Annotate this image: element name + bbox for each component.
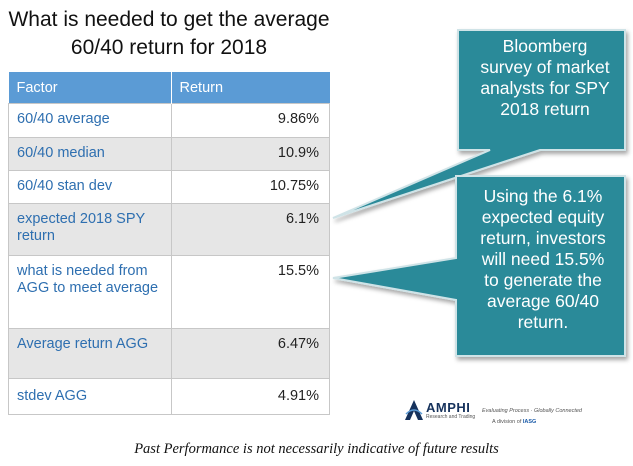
- table-row: expected 2018 SPY return 6.1%: [8, 203, 330, 256]
- callout-line: average 60/40: [487, 291, 599, 311]
- callout-line: survey of market: [480, 57, 610, 77]
- needed-callout-text: Using the 6.1% expected equity return, i…: [466, 186, 620, 333]
- callout-line: will need 15.5%: [481, 249, 605, 269]
- callout-line: analysts for SPY: [480, 78, 610, 98]
- division-prefix: A division of: [492, 419, 522, 425]
- return-cell: 6.47%: [170, 328, 330, 379]
- logo-tagline: Evaluating Process · Globally Connected: [482, 408, 582, 414]
- return-cell: 10.75%: [170, 170, 330, 204]
- factor-column-header: Factor: [8, 72, 172, 104]
- bloomberg-callout-text: Bloomberg survey of market analysts for …: [470, 36, 620, 120]
- table-header-row: Factor Return: [8, 72, 330, 104]
- amphi-logo-mark: [405, 400, 423, 420]
- return-cell: 4.91%: [170, 378, 330, 415]
- factor-cell: expected 2018 SPY return: [8, 203, 172, 256]
- factors-table: Factor Return 60/40 average 9.86% 60/40 …: [8, 72, 330, 415]
- table-row: what is needed from AGG to meet average …: [8, 255, 330, 329]
- needed-callout-bubble: [332, 175, 626, 357]
- division-brand: IASG: [522, 419, 537, 425]
- factor-cell: 60/40 median: [8, 137, 172, 171]
- return-cell: 15.5%: [170, 255, 330, 329]
- table-row: stdev AGG 4.91%: [8, 378, 330, 415]
- return-column-header: Return: [171, 72, 330, 104]
- callout-line: expected equity: [481, 207, 605, 227]
- logo-subtitle: Research and Trading: [426, 414, 476, 420]
- callout-line: 2018 return: [500, 99, 590, 119]
- slide-title: What is needed to get the average 60/40 …: [8, 6, 330, 62]
- factor-cell: Average return AGG: [8, 328, 172, 379]
- callout-line: return.: [517, 312, 569, 332]
- factor-cell: what is needed from AGG to meet average: [8, 255, 172, 329]
- callout-line: Using the 6.1%: [483, 186, 603, 206]
- factor-cell: 60/40 average: [8, 103, 172, 138]
- title-line-2: 60/40 return for 2018: [70, 36, 268, 59]
- callout-line: return, investors: [480, 228, 606, 248]
- title-line-1: What is needed to get the average: [8, 8, 330, 31]
- past-performance-disclaimer: Past Performance is not necessarily indi…: [134, 441, 499, 457]
- callout-line: Bloomberg: [502, 36, 588, 56]
- table-row: Average return AGG 6.47%: [8, 328, 330, 379]
- callout-line: to generate the: [484, 270, 602, 290]
- return-cell: 6.1%: [170, 203, 330, 256]
- logo-division: A division of IASG: [492, 419, 536, 425]
- logo-name: AMPHI: [426, 400, 471, 415]
- factor-cell: stdev AGG: [8, 378, 172, 415]
- bloomberg-callout-bubble: [332, 29, 626, 219]
